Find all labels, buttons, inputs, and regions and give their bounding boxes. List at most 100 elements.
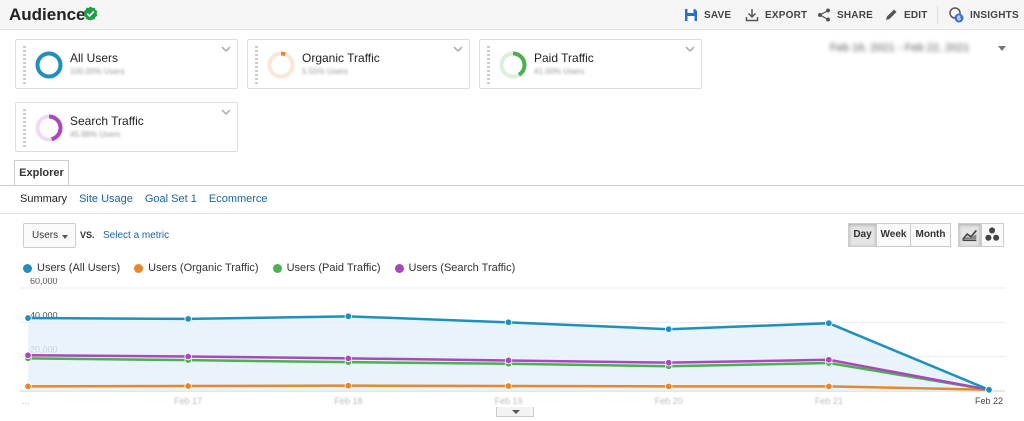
segment-share: 45.96% Users [70, 130, 121, 139]
tab-explorer[interactable]: Explorer [14, 160, 69, 185]
edit-button[interactable]: EDIT [884, 7, 928, 23]
subtab-goal-set-1[interactable]: Goal Set 1 [144, 193, 197, 205]
segment-share: 100.00% Users [70, 67, 125, 76]
ring-track [267, 51, 295, 79]
data-point [344, 312, 353, 321]
bubble-chart-icon [985, 227, 1000, 241]
data-point [344, 354, 353, 363]
legend-label: Users (Paid Traffic) [286, 262, 381, 274]
export-label: EXPORT [765, 9, 808, 21]
verified-check-icon [83, 6, 98, 21]
subtab-ecommerce[interactable]: Ecommerce [208, 193, 268, 205]
insights-badge: 6 [957, 16, 961, 23]
data-point [664, 325, 673, 333]
insights-button[interactable]: 6 INSIGHTS [948, 7, 1019, 23]
section-divider [0, 213, 1024, 214]
share-icon [818, 8, 830, 22]
data-point [504, 382, 513, 390]
subtab-summary[interactable]: Summary [20, 193, 68, 205]
segment-ring-icon [499, 51, 527, 79]
x-tick-label: Feb 19 [494, 396, 522, 406]
data-point [664, 382, 673, 391]
data-point [344, 381, 353, 390]
drag-handle[interactable] [23, 109, 26, 147]
ring-fill [267, 51, 295, 79]
line-chart-view-button[interactable] [958, 223, 981, 247]
share-label: SHARE [837, 9, 874, 21]
legend-swatch [134, 263, 144, 273]
segment-share: 41.00% Users [534, 67, 585, 76]
share-button[interactable]: SHARE [817, 7, 873, 23]
legend-swatch [394, 263, 404, 273]
tab-divider [0, 185, 1024, 186]
x-tick-label: Feb 17 [174, 396, 202, 406]
pencil-icon [886, 9, 897, 20]
segment-name: All Users [70, 51, 119, 65]
data-point [985, 386, 993, 394]
chevron-down-icon[interactable] [221, 109, 231, 116]
chevron-down-icon[interactable] [221, 46, 231, 53]
y-tick-label: 60,000 [30, 278, 58, 286]
chevron-down-icon[interactable] [998, 46, 1006, 51]
data-point [24, 351, 32, 359]
segment-name: Paid Traffic [534, 51, 594, 65]
segment-ring-icon [35, 51, 63, 79]
save-button[interactable]: SAVE [684, 7, 731, 23]
period-day-button[interactable]: Day [848, 223, 877, 247]
save-label: SAVE [704, 9, 732, 21]
x-tick-label: ... [22, 396, 30, 406]
period-month-button[interactable]: Month [910, 223, 951, 247]
segment-ring-icon [35, 114, 63, 142]
toolbar-divider [937, 6, 938, 24]
subtab-site-usage[interactable]: Site Usage [79, 193, 133, 205]
chevron-down-icon[interactable] [685, 46, 695, 53]
floppy-disk-icon [685, 9, 697, 21]
legend-label: Users (Organic Traffic) [148, 262, 259, 274]
drag-handle[interactable] [255, 46, 258, 84]
legend-item: Users (Paid Traffic) [272, 262, 381, 274]
legend-swatch [23, 263, 32, 273]
data-point [825, 319, 833, 327]
export-button[interactable]: EXPORT [745, 7, 807, 23]
legend-item: Users (Organic Traffic) [134, 262, 259, 274]
data-point [504, 356, 513, 365]
drag-handle[interactable] [23, 46, 26, 84]
segment-card-all-users[interactable]: All Users 100.00% Users [15, 39, 238, 89]
date-range-picker[interactable]: Feb 16, 2021 - Feb 22, 2021 [830, 42, 970, 54]
segment-card-organic-traffic[interactable]: Organic Traffic 5.55% Users [247, 39, 470, 89]
caret-down-icon [512, 410, 520, 414]
data-point [825, 382, 833, 391]
y-tick-label: 40,000 [30, 310, 58, 320]
chart-legend: Users (All Users) Users (Organic Traffic… [23, 262, 515, 274]
x-tick-label: Feb 20 [655, 396, 683, 406]
segment-card-paid-traffic[interactable]: Paid Traffic 41.00% Users [479, 39, 702, 89]
segment-name: Search Traffic [70, 114, 144, 128]
data-point [825, 356, 833, 364]
metric-select-value: Users [32, 230, 59, 241]
chart-expand-toggle[interactable] [496, 407, 534, 417]
vs-label: VS. [80, 230, 95, 240]
legend-item: Users (All Users) [23, 262, 120, 274]
insights-label: INSIGHTS [970, 9, 1019, 21]
line-chart-icon [962, 229, 977, 242]
edit-label: EDIT [904, 9, 928, 21]
page-title: Audiences [9, 5, 95, 24]
metric-select[interactable]: Users [23, 223, 76, 248]
legend-swatch [272, 263, 282, 273]
drag-handle[interactable] [487, 46, 490, 84]
segment-share: 5.55% Users [302, 67, 348, 76]
area-fill-all-users [28, 316, 989, 391]
segment-ring-icon [267, 51, 295, 79]
motion-chart-view-button[interactable] [981, 223, 1004, 247]
legend-label: Users (All Users) [37, 262, 121, 274]
period-week-button[interactable]: Week [876, 223, 911, 247]
download-icon [745, 9, 759, 22]
data-point [24, 382, 32, 391]
select-metric-link[interactable]: Select a metric [103, 230, 170, 241]
ring-fill [35, 114, 63, 142]
segment-card-search-traffic[interactable]: Search Traffic 45.96% Users [15, 102, 238, 152]
data-point [664, 358, 673, 367]
chevron-down-icon[interactable] [453, 46, 463, 53]
x-tick-label: Feb 21 [815, 396, 843, 406]
